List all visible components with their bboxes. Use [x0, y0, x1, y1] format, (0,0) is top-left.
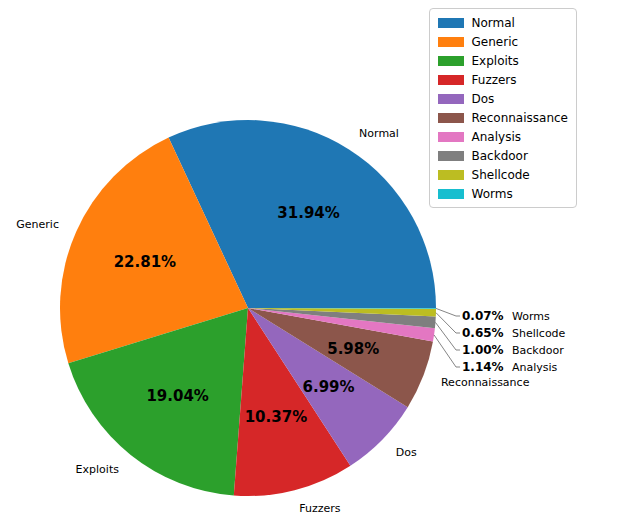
html-text:Backdoor: Backdoor	[471, 148, 528, 163]
html-text:Normal: Normal	[471, 15, 515, 30]
svg-text:Analysis: Analysis	[512, 361, 558, 374]
html-text:Dos: Dos	[471, 91, 495, 106]
html-text:Shellcode: Shellcode	[471, 167, 530, 182]
svg-text:Fuzzers: Fuzzers	[299, 502, 341, 515]
svg-text:Dos: Dos	[396, 446, 417, 459]
svg-text:22.81%: 22.81%	[114, 253, 176, 271]
svg-text:Normal: Normal	[359, 127, 399, 140]
svg-text:Backdoor: Backdoor	[512, 344, 564, 357]
svg-text:Worms: Worms	[512, 310, 550, 323]
svg-text:0.65%: 0.65%	[462, 326, 504, 340]
svg-text:6.99%: 6.99%	[303, 378, 355, 396]
svg-text:Generic: Generic	[16, 218, 59, 231]
html-text:Generic: Generic	[471, 34, 519, 49]
svg-text:31.94%: 31.94%	[277, 204, 339, 222]
svg-text:Exploits: Exploits	[76, 463, 120, 476]
html-text:Reconnaissance: Reconnaissance	[471, 110, 568, 125]
html-text:Fuzzers: Fuzzers	[471, 72, 517, 87]
svg-text:1.14%: 1.14%	[462, 360, 504, 374]
html-text:Worms: Worms	[471, 186, 513, 201]
svg-text:Reconnaissance: Reconnaissance	[441, 376, 530, 389]
svg-text:19.04%: 19.04%	[146, 387, 208, 405]
html-text:Analysis: Analysis	[471, 129, 521, 144]
svg-text:5.98%: 5.98%	[327, 340, 379, 358]
svg-text:Shellcode: Shellcode	[512, 327, 566, 340]
svg-text:0.07%: 0.07%	[462, 309, 504, 323]
svg-text:10.37%: 10.37%	[245, 408, 307, 426]
html-text:Exploits: Exploits	[471, 53, 519, 68]
svg-text:1.00%: 1.00%	[462, 343, 504, 357]
